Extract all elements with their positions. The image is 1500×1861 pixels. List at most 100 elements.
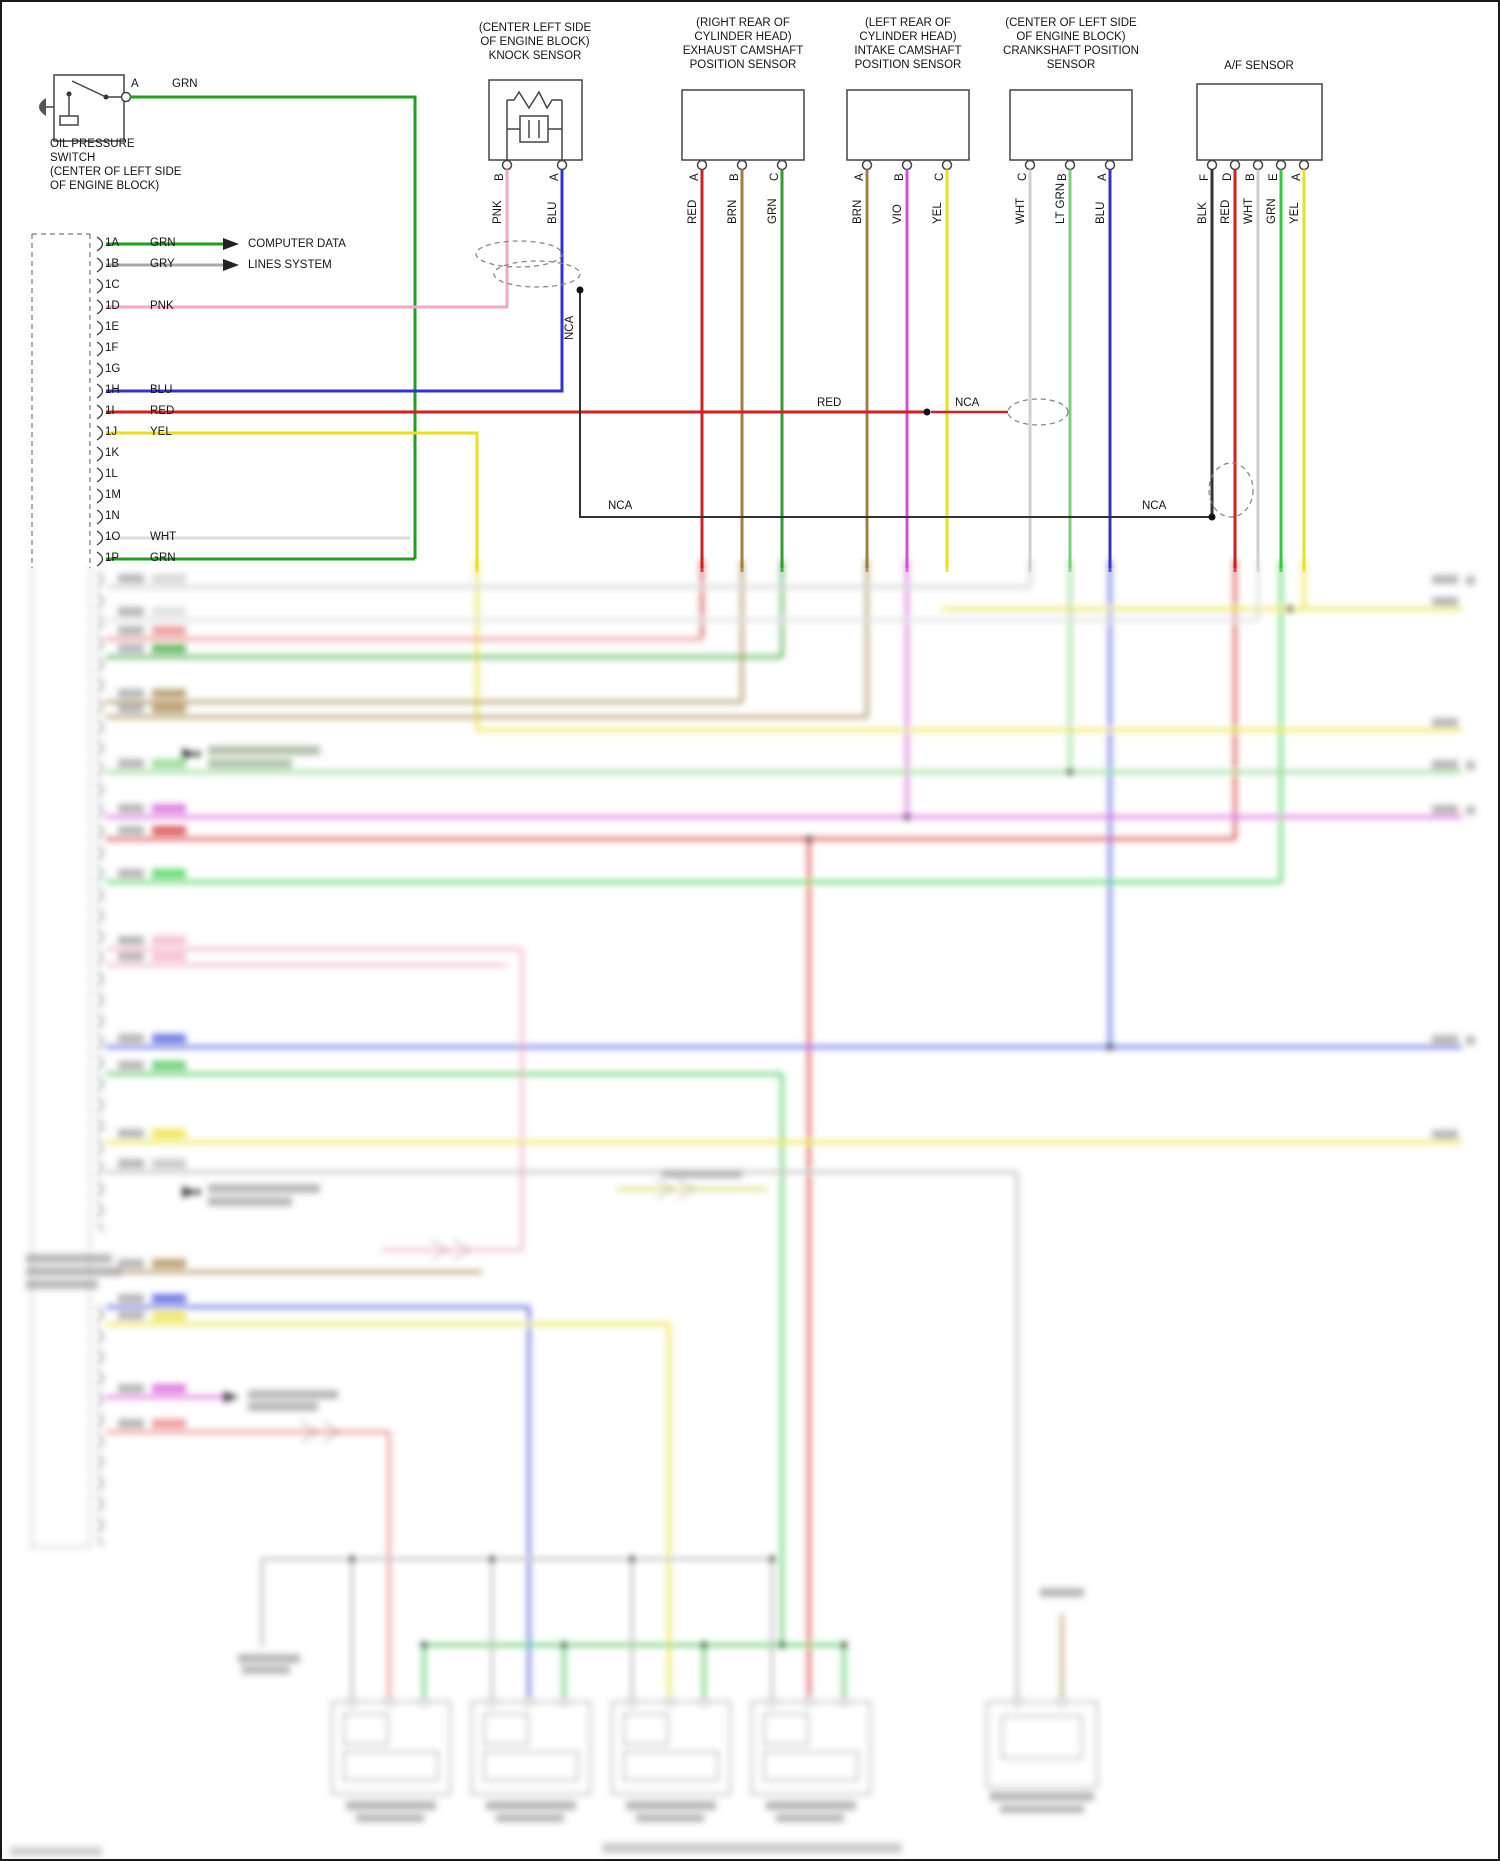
knock-sensor-symbol xyxy=(488,79,583,171)
af-terminal-label: A xyxy=(1291,173,1303,181)
crank-wire-color-label: LT GRN xyxy=(1055,182,1067,224)
oil-pressure-switch-symbol xyxy=(39,74,132,142)
crank-name-line: SENSOR xyxy=(1046,59,1096,71)
oil-switch-terminal-label: A xyxy=(131,78,139,90)
pin-wire-color: GRN xyxy=(150,552,176,564)
pin-label: 1B xyxy=(105,258,120,270)
af-wire-color-label: GRN xyxy=(1266,198,1278,224)
crank-wire-color-label: WHT xyxy=(1015,197,1027,224)
oil-switch-name-line: (CENTER OF LEFT SIDE xyxy=(50,166,182,178)
intake-name-line: CYLINDER HEAD) xyxy=(859,31,957,43)
exhaust-terminal-label: B xyxy=(729,173,741,181)
knock-wire-color-label: PNK xyxy=(492,200,504,224)
pin-label: 1A xyxy=(105,237,120,249)
exhaust-name-line: CYLINDER HEAD) xyxy=(694,31,792,43)
af-terminal-label: F xyxy=(1199,173,1211,181)
connector-pin-arcs xyxy=(96,236,104,567)
computer-data-label: LINES SYSTEM xyxy=(248,259,332,271)
computer-data-label: COMPUTER DATA xyxy=(248,238,346,250)
intake-name-line: (LEFT REAR OF xyxy=(864,17,952,29)
exhaust-name-line: EXHAUST CAMSHAFT xyxy=(682,45,804,57)
exhaust-wire-color-label: GRN xyxy=(767,198,779,224)
nca-label: NCA xyxy=(564,315,576,340)
sharp-wires xyxy=(106,95,1306,572)
oil-switch-name-line: OF ENGINE BLOCK) xyxy=(50,180,160,192)
crank-name-line: CRANKSHAFT POSITION xyxy=(1003,45,1139,57)
af-terminal-label: E xyxy=(1268,173,1280,181)
intake-cam-sensor-box xyxy=(846,89,970,161)
pin-label: 1E xyxy=(105,321,120,333)
intake-wire-color-label: YEL xyxy=(932,202,944,224)
inline-connector-ellipses xyxy=(475,240,1254,518)
pin-wire-color: RED xyxy=(150,405,175,417)
blur-wash-overlay xyxy=(2,568,1498,1859)
pin-label: 1N xyxy=(105,510,120,522)
intake-name-line: INTAKE CAMSHAFT xyxy=(854,45,962,57)
pin-wire-color: GRN xyxy=(150,237,176,249)
crank-sensor-box xyxy=(1009,89,1133,161)
pin-label: 1K xyxy=(105,447,120,459)
intake-terminal-label: A xyxy=(854,173,866,181)
crank-wire-color-label: BLU xyxy=(1095,201,1107,224)
nca-label: NCA xyxy=(955,397,980,409)
knock-name-line: OF ENGINE BLOCK) xyxy=(480,36,590,48)
exhaust-name-line: (RIGHT REAR OF xyxy=(696,17,790,29)
nca-label: NCA xyxy=(1142,500,1167,512)
pin-wire-color: PNK xyxy=(150,300,174,312)
af-wire-color-label: WHT xyxy=(1243,197,1255,224)
red-net-label: RED xyxy=(817,397,842,409)
pin-label: 1O xyxy=(105,531,121,543)
pin-wire-color: GRY xyxy=(150,258,175,270)
af-sensor-title: A/F SENSOR xyxy=(1224,60,1294,72)
exhaust-name-line: POSITION SENSOR xyxy=(689,59,797,71)
knock-name-line: KNOCK SENSOR xyxy=(488,50,582,62)
pin-label: 1M xyxy=(105,489,121,501)
knock-wire-color-label: BLU xyxy=(547,201,559,224)
oil-switch-name-line: OIL PRESSURE xyxy=(50,138,135,150)
knock-terminal-label: B xyxy=(494,173,506,181)
intake-terminal-label: B xyxy=(894,173,906,181)
pin-label: 1P xyxy=(105,552,120,564)
pin-label: 1L xyxy=(105,468,118,480)
pin-label: 1C xyxy=(105,279,120,291)
pin-label: 1G xyxy=(105,363,121,375)
crank-name-line: (CENTER OF LEFT SIDE xyxy=(1005,17,1137,29)
crank-terminal-label: A xyxy=(1097,173,1109,181)
intake-wire-color-label: BRN xyxy=(852,199,864,224)
af-terminal-label: B xyxy=(1245,173,1257,181)
sensor-boxes xyxy=(681,83,1323,171)
af-wire-color-label: BLK xyxy=(1197,202,1209,224)
knock-terminal-label: A xyxy=(549,173,561,181)
exhaust-wire-color-label: BRN xyxy=(727,199,739,224)
exhaust-cam-sensor-box xyxy=(681,89,805,161)
blurred-lower-region xyxy=(10,560,1475,1856)
pin-label: 1D xyxy=(105,300,120,312)
connector-dashed-outline xyxy=(31,233,91,568)
af-sensor-box xyxy=(1196,83,1323,161)
intake-terminal-label: C xyxy=(934,172,946,181)
arrows-and-dots xyxy=(223,238,1216,521)
crank-name-line: OF ENGINE BLOCK) xyxy=(1016,31,1126,43)
pin-label: 1J xyxy=(105,426,118,438)
intake-wire-color-label: VIO xyxy=(892,204,904,224)
crank-terminal-label: C xyxy=(1017,172,1029,181)
oil-switch-wire-label: GRN xyxy=(172,78,198,90)
pin-wire-color: WHT xyxy=(150,531,177,543)
crank-terminal-label: B xyxy=(1057,173,1069,181)
exhaust-terminal-label: C xyxy=(769,172,781,181)
nca-label: NCA xyxy=(608,500,633,512)
pin-wire-color: BLU xyxy=(150,384,173,396)
exhaust-wire-color-label: RED xyxy=(687,199,699,224)
af-wire-color-label: YEL xyxy=(1289,202,1301,224)
af-wire-color-label: RED xyxy=(1220,199,1232,224)
knock-name-line: (CENTER LEFT SIDE xyxy=(478,22,592,34)
pin-label: 1F xyxy=(105,342,119,354)
exhaust-terminal-label: A xyxy=(689,173,701,181)
af-terminal-label: D xyxy=(1222,172,1234,181)
pin-label: 1I xyxy=(105,405,115,417)
intake-name-line: POSITION SENSOR xyxy=(854,59,962,71)
pin-label: 1H xyxy=(105,384,120,396)
oil-switch-name-line: SWITCH xyxy=(50,152,96,164)
